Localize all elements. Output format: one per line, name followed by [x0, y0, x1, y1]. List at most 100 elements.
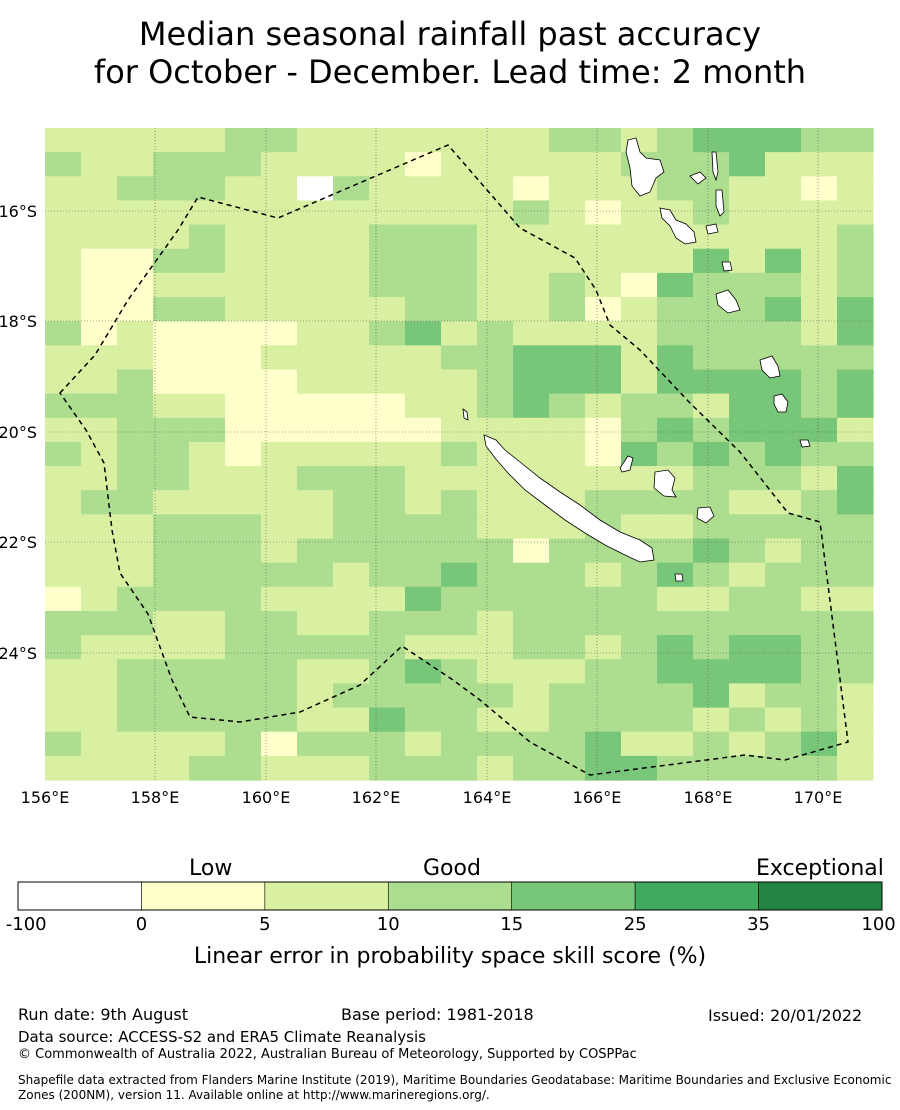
longitude-labels: 156°E 158°E 160°E 162°E 164°E 166°E 168°E 170°E [21, 788, 843, 807]
grid-cell [549, 248, 586, 274]
grid-cell [837, 610, 874, 636]
grid-cell [837, 538, 874, 564]
grid-cell [369, 707, 406, 733]
grid-cell [549, 297, 586, 322]
grid-cell [621, 490, 658, 515]
grid-cell [657, 369, 694, 395]
grid-cell [369, 369, 406, 395]
grid-cell [729, 659, 766, 685]
grid-cell [441, 562, 478, 588]
grid-cell [801, 707, 838, 733]
grid-cell [261, 635, 298, 660]
grid-cell [45, 707, 82, 733]
grid-cell [621, 321, 658, 346]
grid-cell [261, 466, 298, 491]
eez-boundary [59, 144, 849, 776]
grid-cell [117, 224, 154, 250]
grid-cell [225, 152, 262, 177]
grid-cell [585, 248, 622, 274]
grid-cell [153, 441, 190, 467]
grid-cell [297, 683, 334, 709]
grid-cell [657, 586, 694, 612]
grid-cell [45, 466, 82, 491]
grid-cell [729, 683, 766, 709]
grid-cell [369, 417, 406, 443]
grid-cell [693, 562, 730, 588]
grid-cell [585, 321, 622, 346]
grid-cell [225, 683, 262, 709]
grid-cell [297, 538, 334, 564]
grid-cell [153, 417, 190, 443]
run-date: Run date: 9th August [18, 1005, 188, 1024]
grid-cell [261, 731, 298, 757]
grid-cell [513, 755, 550, 781]
grid-cell [189, 248, 226, 274]
grid-cell [513, 635, 550, 660]
grid-cell [189, 417, 226, 443]
grid-cell [621, 417, 658, 443]
grid-cell [153, 345, 190, 371]
grid-cell [153, 128, 190, 153]
grid-cell [117, 586, 154, 612]
grid-cell [441, 538, 478, 564]
grid-cell [765, 635, 802, 660]
grid-cell [117, 441, 154, 467]
grid-cell [81, 297, 118, 322]
grid-cell [117, 393, 154, 419]
grid-cell [765, 731, 802, 757]
grid-cell [549, 466, 586, 491]
grid-cell [837, 562, 874, 588]
grid-cell [441, 755, 478, 781]
grid-cell [837, 369, 874, 395]
latitude-tick-label: 16°S [0, 202, 37, 221]
grid-cell [333, 586, 370, 612]
grid-cell [549, 538, 586, 564]
mare-island [696, 506, 715, 524]
grid-cell [657, 272, 694, 298]
grid-cell [801, 586, 838, 612]
grid-cell [621, 272, 658, 298]
grid-cell [81, 707, 118, 733]
grid-cell [585, 152, 622, 177]
grid-cell [405, 635, 442, 660]
grid-cell [513, 562, 550, 588]
grid-cell [801, 755, 838, 781]
grid-cell [153, 393, 190, 419]
grid-cell [729, 707, 766, 733]
grid-cell [585, 200, 622, 226]
grid-cell [477, 369, 514, 395]
grid-cell [621, 369, 658, 395]
grid-cell [297, 128, 334, 153]
grid-cell [117, 321, 154, 346]
grid-cell [765, 683, 802, 709]
grid-cell [801, 635, 838, 660]
grid-cell [441, 417, 478, 443]
grid-cell [369, 345, 406, 371]
grid-cell [729, 514, 766, 540]
grid-cell [117, 200, 154, 226]
grid-cell [261, 562, 298, 588]
grid-cell [333, 176, 370, 202]
grid-cell [261, 200, 298, 226]
grid-cell [225, 514, 262, 540]
grid-cell [153, 707, 190, 733]
grid-cell [261, 272, 298, 298]
grid-cell [117, 417, 154, 443]
grid-cell [189, 176, 226, 202]
grid-cell [729, 755, 766, 781]
grid-cell [657, 659, 694, 685]
grid-cell [729, 200, 766, 226]
grid-cell [153, 466, 190, 491]
isle-of-pines [674, 573, 684, 582]
grid-cell [369, 659, 406, 685]
longitude-tick-label: 156°E [21, 788, 70, 807]
grid-cell [333, 200, 370, 226]
grid-cell [621, 755, 658, 781]
grid-cell [729, 321, 766, 346]
grid-cell [837, 755, 874, 781]
grid-cell [657, 441, 694, 467]
grid-cell [693, 659, 730, 685]
belep-island [462, 408, 469, 421]
grid-cell [801, 562, 838, 588]
grid-cell [225, 345, 262, 371]
